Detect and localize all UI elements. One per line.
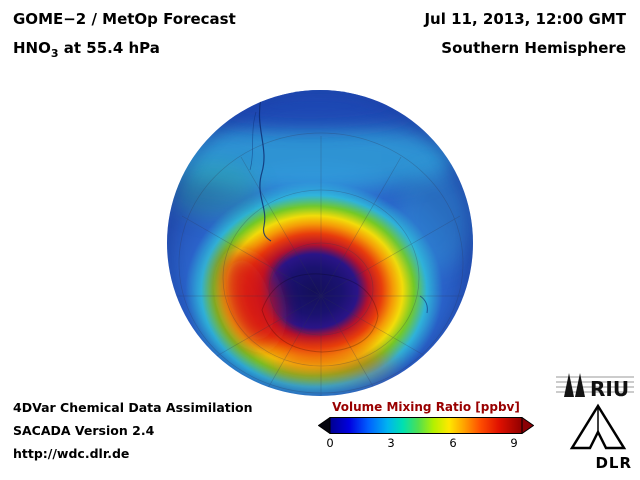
credit-line-assimilation: 4DVar Chemical Data Assimilation [13,400,253,415]
species-level-label: HNO3 at 55.4 hPa [13,39,236,60]
colorbar-tick-3: 3 [387,436,395,450]
pressure-level: at 55.4 hPa [58,39,160,57]
header-left: GOME−2 / MetOp Forecast HNO3 at 55.4 hPa [13,10,236,60]
dlr-logo: DLR [568,402,632,472]
dlr-emblem-icon [569,403,627,450]
colorbar-tick-6: 6 [449,436,457,450]
credits-block: 4DVar Chemical Data Assimilation SACADA … [13,396,253,465]
colorbar-ramp [329,417,523,434]
colorbar-tick-0: 0 [326,436,334,450]
colorbar-label: Volume Mixing Ratio [ppbv] [332,400,520,414]
credit-line-url: http://wdc.dlr.de [13,446,130,461]
riu-logo-text: RIU [590,377,629,400]
plot-title: GOME−2 / MetOp Forecast [13,10,236,28]
dlr-logo-text: DLR [595,454,632,472]
colorbar-tick-9: 9 [510,436,518,450]
colorbar: Volume Mixing Ratio [ppbv] [318,400,534,452]
colorbar-overflow-arrow [521,417,534,434]
datetime-label: Jul 11, 2013, 12:00 GMT [424,10,626,28]
colorbar-underflow-arrow [318,417,331,434]
species-name: HNO [13,39,51,57]
credit-line-version: SACADA Version 2.4 [13,423,155,438]
cologne-cathedral-icon: RIU [556,373,634,401]
species-subscript: 3 [50,47,59,60]
riu-logo: RIU [556,370,634,404]
colorbar-gradient [318,417,534,434]
region-label: Southern Hemisphere [441,39,626,57]
coastlines [249,97,428,353]
colorbar-ticks: 0 3 6 9 [318,436,534,452]
header-right: Jul 11, 2013, 12:00 GMT Southern Hemisph… [424,10,626,57]
